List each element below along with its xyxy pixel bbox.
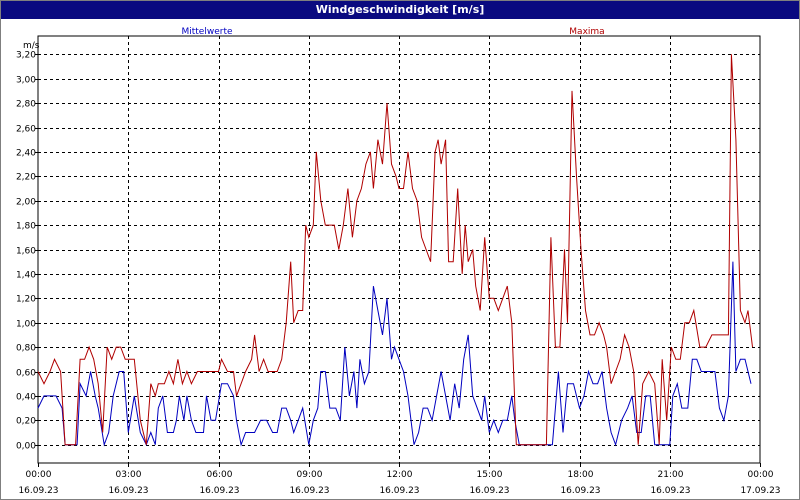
x-tick-date-label: 16.09.23 <box>199 486 239 496</box>
x-tick-date-label: 16.09.23 <box>650 486 690 496</box>
chart-title: Windgeschwindigkeit [m/s] <box>1 1 799 19</box>
x-tick-time-label: 12:00 <box>387 470 413 480</box>
y-tick-label: 2,00 <box>16 198 36 208</box>
y-tick-label: 1,40 <box>16 271 36 281</box>
x-tick-time-label: 06:00 <box>207 470 233 480</box>
x-tick-date-label: 16.09.23 <box>18 486 58 496</box>
x-tick-time-label: 00:00 <box>26 470 52 480</box>
x-tick-date-label: 16.09.23 <box>289 486 329 496</box>
y-tick-label: 1,60 <box>16 247 36 257</box>
y-axis-unit-label: m/s <box>23 41 40 51</box>
x-tick-date-label: 16.09.23 <box>469 486 509 496</box>
series-line-mittelwerte <box>37 261 752 447</box>
x-tick-date-label: 17.09.23 <box>740 486 780 496</box>
grid <box>38 36 760 463</box>
legend-mittelwerte: Mittelwerte <box>181 27 232 37</box>
x-tick-time-label: 03:00 <box>116 470 142 480</box>
y-tick-label: 1,20 <box>16 295 36 305</box>
x-tick-time-label: 00:00 <box>748 470 774 480</box>
x-tick-time-label: 15:00 <box>477 470 503 480</box>
y-tick-label: 2,40 <box>16 149 36 159</box>
y-tick-label: 1,80 <box>16 222 36 232</box>
x-tick-time-label: 18:00 <box>568 470 594 480</box>
x-axis-ticks: 00:00 16.09.23 03:00 16.09.23 06:00 16.09.23 0… <box>18 463 781 496</box>
y-axis-ticks: 3,20 3,00 2,80 2,60 2,40 2,20 2,00 1,80 1,60 1,40… <box>16 51 38 452</box>
y-tick-label: 2,60 <box>16 125 36 135</box>
y-tick-label: 1,00 <box>16 320 36 330</box>
x-tick-time-label: 09:00 <box>297 470 323 480</box>
x-tick-date-label: 16.09.23 <box>379 486 419 496</box>
series-line-maxima <box>37 54 753 446</box>
y-tick-label: 0,80 <box>16 344 36 354</box>
x-tick-time-label: 21:00 <box>658 470 684 480</box>
y-tick-label: 2,20 <box>16 173 36 183</box>
x-tick-date-label: 16.09.23 <box>560 486 600 496</box>
y-tick-label: 0,20 <box>16 417 36 427</box>
y-tick-label: 0,60 <box>16 369 36 379</box>
y-tick-label: 0,40 <box>16 393 36 403</box>
y-tick-label: 3,00 <box>16 76 36 86</box>
y-tick-label: 0,00 <box>16 442 36 452</box>
x-tick-date-label: 16.09.23 <box>108 486 148 496</box>
y-tick-label: 2,80 <box>16 100 36 110</box>
legend-maxima: Maxima <box>569 27 604 37</box>
y-tick-label: 3,20 <box>16 51 36 61</box>
series-lines <box>37 54 753 447</box>
